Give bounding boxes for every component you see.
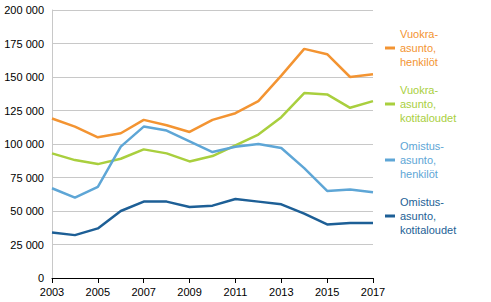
svg-text:Omistus-: Omistus- (400, 140, 444, 152)
svg-text:Omistus-: Omistus- (400, 196, 444, 208)
svg-text:25 000: 25 000 (10, 239, 44, 251)
svg-text:asunto,: asunto, (400, 154, 436, 166)
svg-text:2013: 2013 (269, 286, 293, 298)
svg-text:125 000: 125 000 (4, 105, 44, 117)
svg-text:2005: 2005 (86, 286, 110, 298)
svg-text:2011: 2011 (224, 286, 248, 298)
svg-text:2017: 2017 (361, 286, 385, 298)
svg-text:henkilöt: henkilöt (400, 56, 438, 68)
svg-text:75 000: 75 000 (10, 172, 44, 184)
svg-text:200 000: 200 000 (4, 4, 44, 16)
svg-text:2015: 2015 (315, 286, 339, 298)
svg-text:Vuokra-: Vuokra- (400, 84, 438, 96)
svg-text:150 000: 150 000 (4, 71, 44, 83)
svg-text:2007: 2007 (131, 286, 155, 298)
svg-text:2003: 2003 (40, 286, 64, 298)
svg-text:Vuokra-: Vuokra- (400, 28, 438, 40)
svg-text:175 000: 175 000 (4, 38, 44, 50)
svg-text:0: 0 (38, 272, 44, 284)
svg-text:2009: 2009 (177, 286, 201, 298)
svg-text:50 000: 50 000 (10, 205, 44, 217)
svg-text:kotitaloudet: kotitaloudet (400, 112, 456, 124)
svg-text:100 000: 100 000 (4, 138, 44, 150)
svg-text:asunto,: asunto, (400, 98, 436, 110)
svg-text:asunto,: asunto, (400, 42, 436, 54)
svg-text:kotitaloudet: kotitaloudet (400, 224, 456, 236)
svg-text:henkilöt: henkilöt (400, 168, 438, 180)
svg-text:asunto,: asunto, (400, 210, 436, 222)
